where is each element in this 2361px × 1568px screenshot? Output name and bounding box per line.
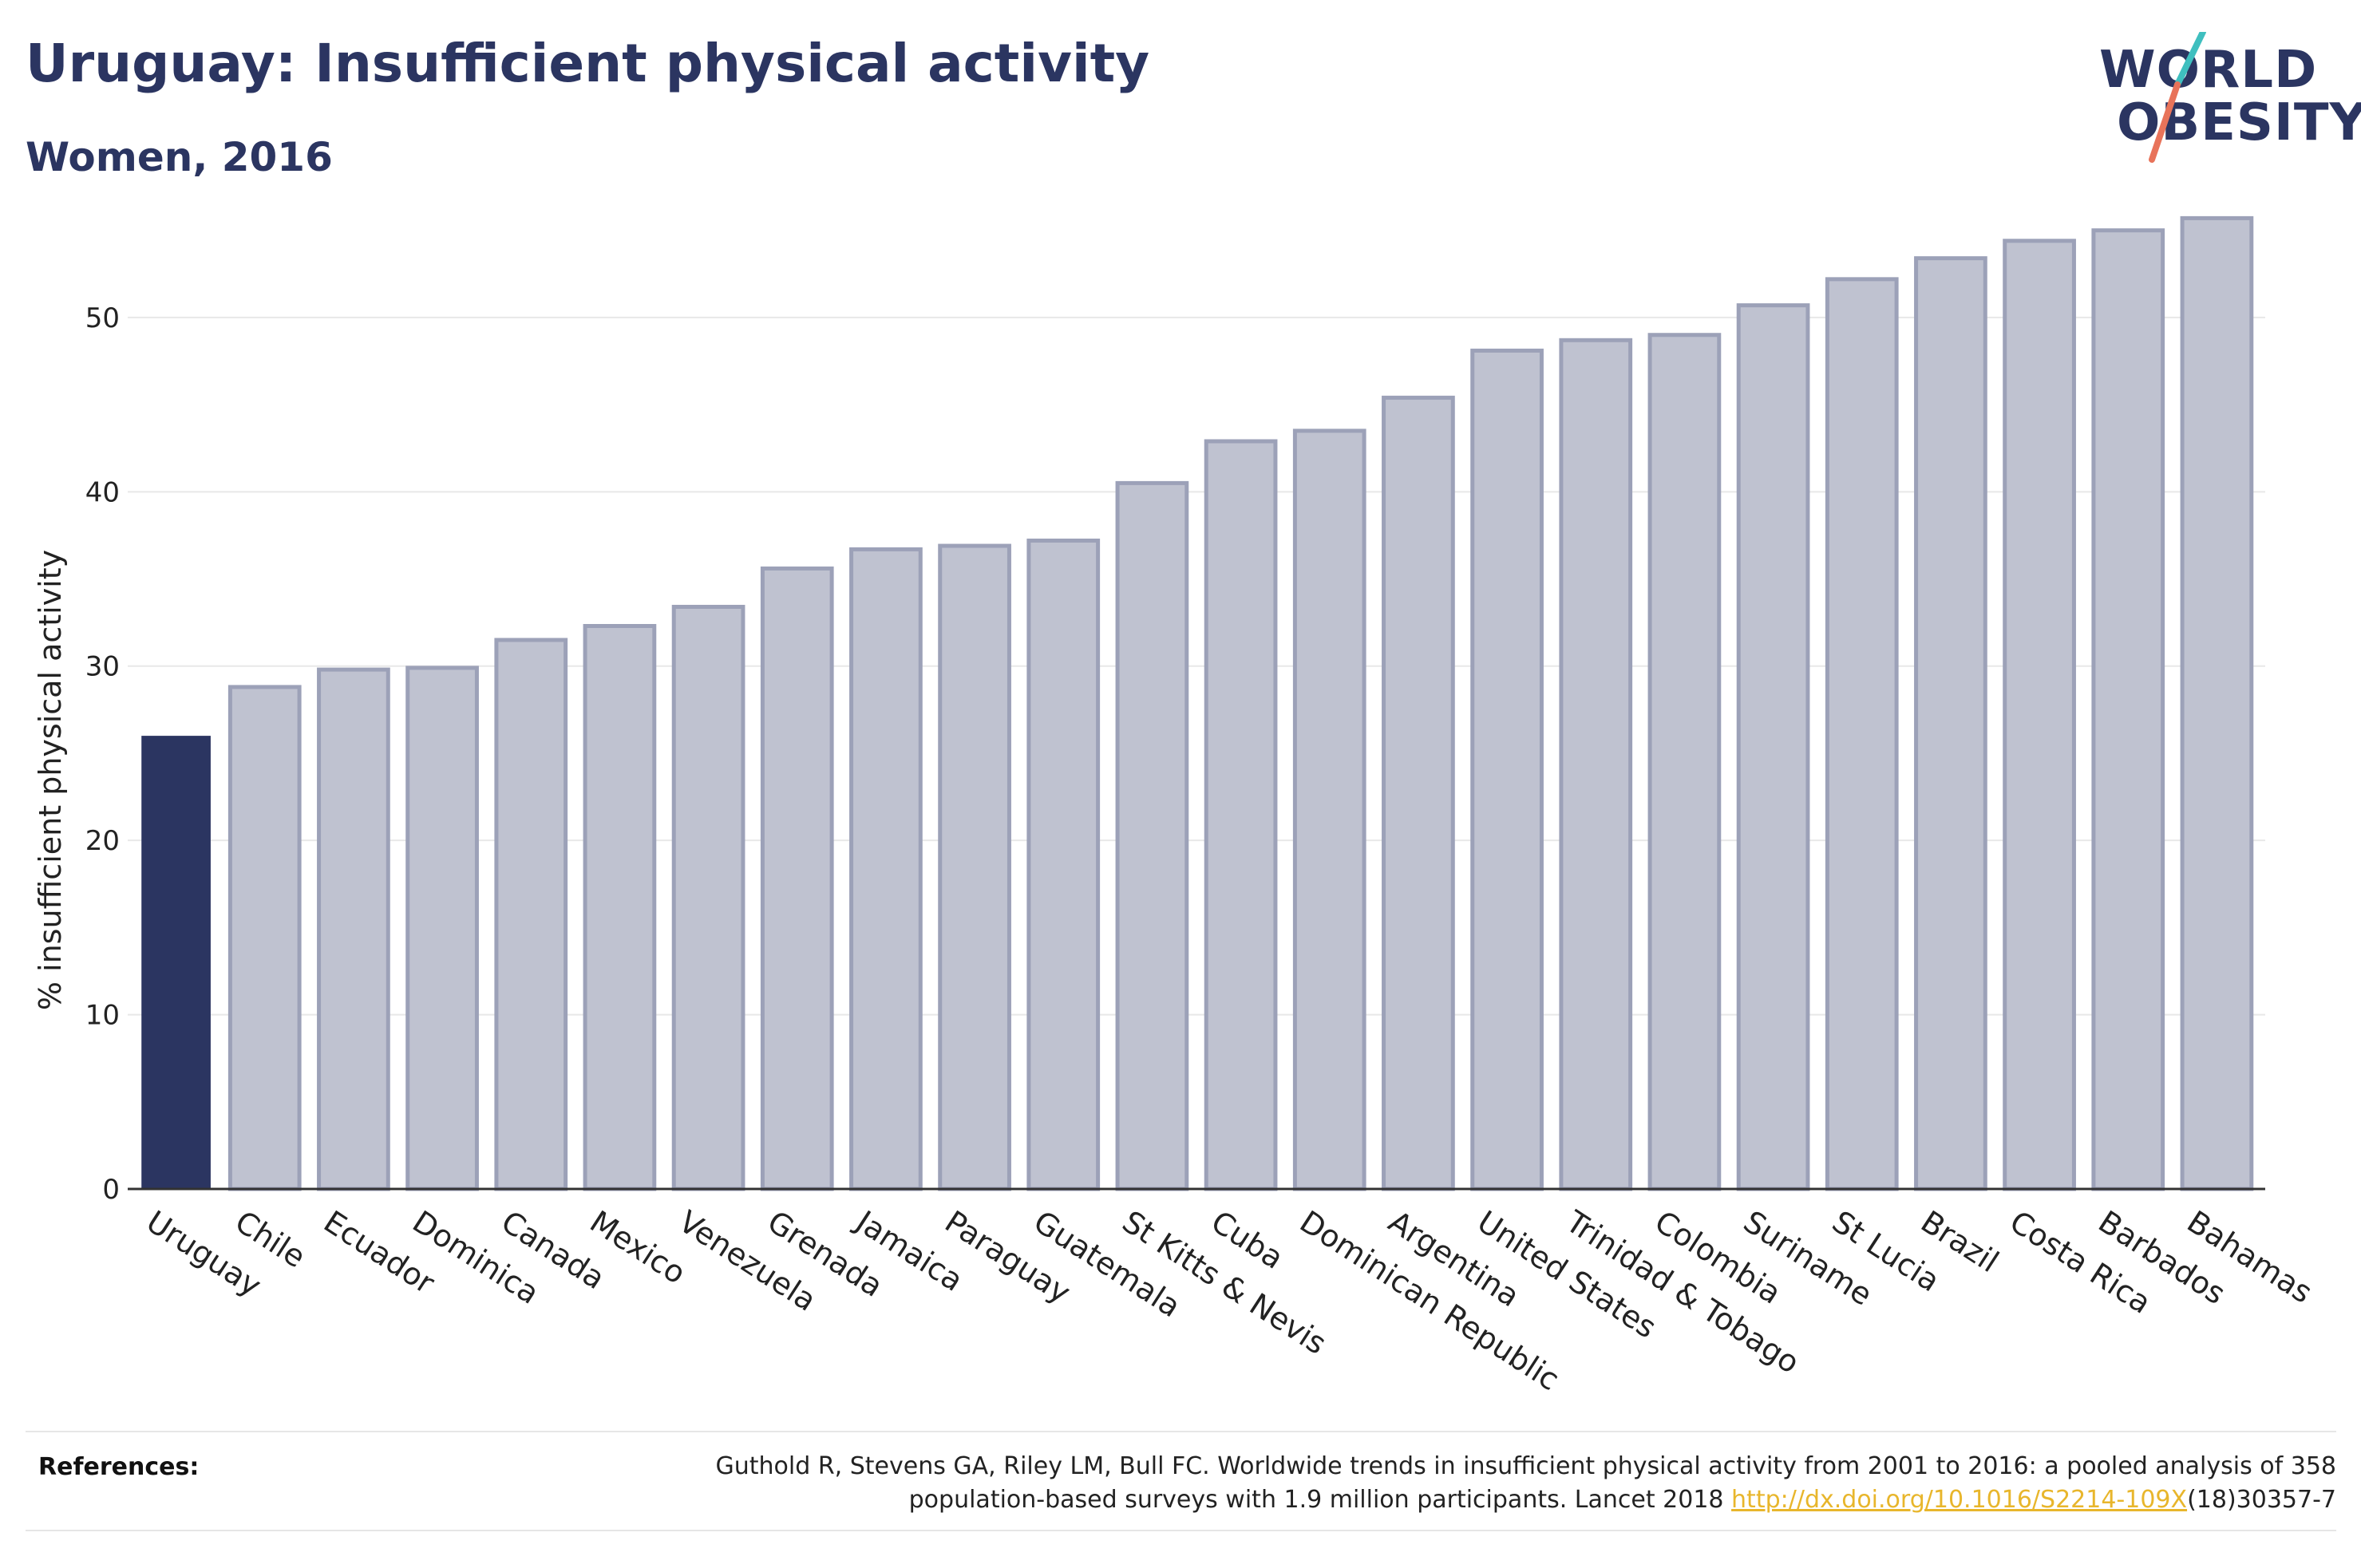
- bar-chile: [227, 685, 302, 1191]
- bar-cuba: [1204, 439, 1278, 1191]
- bar-mexico: [583, 624, 657, 1191]
- y-tick-label: 20: [85, 825, 120, 857]
- reference-line-2-suffix: (18)30357-7: [2187, 1486, 2336, 1514]
- bar-venezuela: [671, 604, 745, 1191]
- bar-chart: 0 10 20 30 40 50 % insufficient physical activ…: [33, 215, 2319, 1397]
- bar-ecuador: [317, 667, 390, 1191]
- reference-line-2-prefix: population-based surveys with 1.9 millio…: [908, 1486, 1732, 1514]
- reference-line-2: population-based surveys with 1.9 millio…: [500, 1483, 2336, 1517]
- y-axis-label: % insufficient physical activity: [33, 550, 68, 1010]
- bar-dominican-republic: [1292, 429, 1366, 1191]
- reference-line-1: Guthold R, Stevens GA, Riley LM, Bull FC…: [715, 1452, 2336, 1480]
- y-tick-label: 0: [102, 1174, 120, 1206]
- bar-canada: [494, 638, 568, 1191]
- bar-grenada: [760, 566, 834, 1191]
- page-title: Uruguay: Insufficient physical activity: [26, 33, 1150, 94]
- y-tick-label: 50: [85, 302, 120, 334]
- y-tick-label: 40: [85, 476, 120, 508]
- page-subtitle: Women, 2016: [26, 134, 333, 180]
- bar-colombia: [1647, 333, 1722, 1191]
- bar-paraguay: [938, 543, 1011, 1191]
- bar-united-states: [1470, 348, 1544, 1191]
- bar-suriname: [1736, 303, 1810, 1191]
- y-tick-label: 30: [85, 651, 120, 683]
- references-text: Guthold R, Stevens GA, Riley LM, Bull FC…: [500, 1450, 2336, 1517]
- bar-trinidad-tobago: [1559, 338, 1633, 1191]
- bar-guatemala: [1026, 538, 1101, 1191]
- references-label: References:: [38, 1453, 200, 1481]
- bar-barbados: [2091, 228, 2165, 1191]
- bar-bahamas: [2180, 215, 2254, 1191]
- bar-argentina: [1382, 395, 1455, 1191]
- logo-slash-icon: [2149, 32, 2206, 163]
- bar-st-kitts-nevis: [1115, 480, 1189, 1191]
- references-panel: References: Guthold R, Stevens GA, Riley…: [26, 1431, 2336, 1531]
- world-obesity-logo: WORLD OBESITY: [2091, 32, 2361, 168]
- bar-jamaica: [849, 547, 923, 1191]
- bar-dominica: [405, 666, 479, 1191]
- bar-st-lucia: [1825, 277, 1899, 1191]
- bar-costa-rica: [2003, 239, 2076, 1191]
- logo-line-1: WORLD: [2099, 41, 2318, 100]
- bar-brazil: [1914, 256, 1987, 1191]
- bar-uruguay: [141, 736, 211, 1189]
- reference-doi-link[interactable]: http://dx.doi.org/10.1016/S2214-109X: [1731, 1486, 2188, 1514]
- y-tick-label: 10: [85, 1000, 120, 1032]
